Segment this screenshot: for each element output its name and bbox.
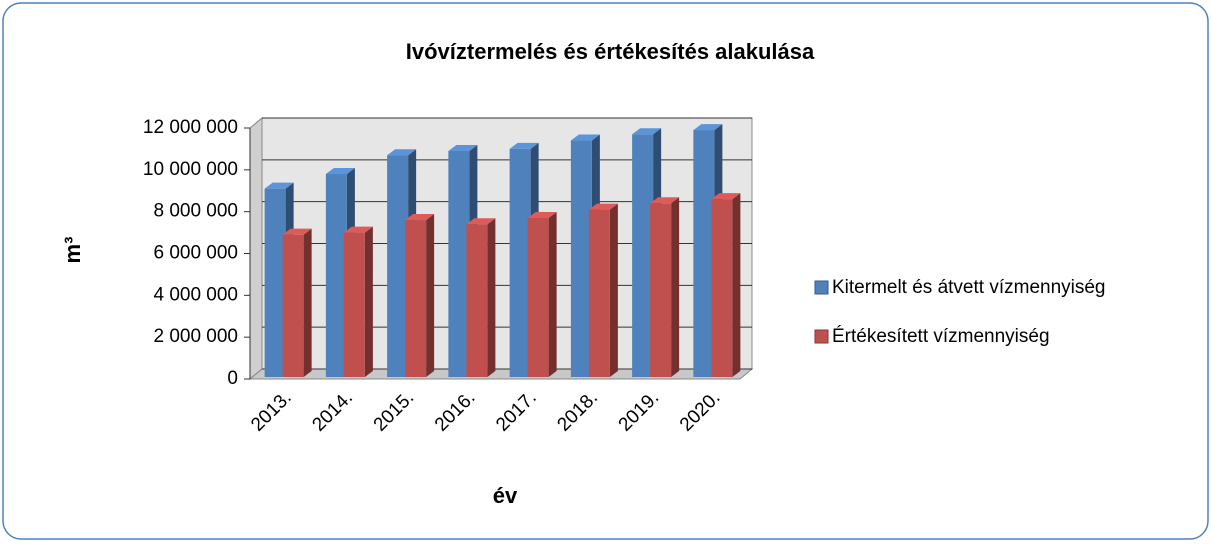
y-tick-label: 8 000 000 (153, 201, 238, 222)
bar-top (588, 203, 618, 210)
y-tick-label: 2 000 000 (153, 326, 238, 347)
bar (693, 130, 715, 377)
bar (343, 232, 365, 377)
bar-side (303, 228, 312, 377)
y-tick-label: 10 000 000 (143, 159, 238, 180)
bar-top (466, 218, 496, 225)
bar-top (711, 193, 741, 200)
legend-swatch (814, 329, 829, 344)
bar-side (364, 226, 373, 377)
side-wall (249, 116, 263, 381)
bar (466, 224, 488, 377)
bar-side (609, 203, 618, 377)
bar-top (405, 214, 435, 221)
bar (632, 134, 654, 377)
bar-top (387, 149, 417, 156)
bar-top (325, 168, 355, 175)
bar-top (264, 182, 294, 189)
bar (588, 209, 610, 377)
bar (325, 174, 347, 377)
bar-side (426, 214, 435, 377)
bar (405, 220, 427, 377)
x-axis-label: év (493, 483, 518, 508)
y-axis-label: m³ (60, 237, 85, 264)
bar-top (509, 142, 539, 149)
bar-side (671, 197, 680, 377)
bar-top (527, 211, 557, 218)
chart-title: Ivóvíztermelés és értékesítés alakulása (406, 39, 815, 64)
bar-top (570, 134, 600, 141)
legend-label: Kitermelt és átvett vízmennyiség (832, 277, 1106, 298)
bar-side (487, 218, 496, 377)
bar-top (343, 226, 373, 233)
bar-top (282, 228, 312, 235)
y-tick-label: 12 000 000 (143, 117, 238, 138)
bar (282, 234, 304, 377)
y-tick-label: 4 000 000 (153, 284, 238, 305)
y-tick-label: 6 000 000 (153, 243, 238, 264)
bar-side (732, 193, 741, 377)
bar-side (548, 211, 557, 377)
bar (264, 188, 286, 377)
bar-top (632, 128, 662, 135)
legend-swatch (814, 280, 829, 295)
bar-top (650, 197, 680, 204)
bar (570, 140, 592, 377)
y-tick-label: 0 (227, 368, 238, 389)
bar (711, 199, 733, 377)
legend-label: Értékesített vízmennyiség (832, 326, 1050, 347)
bar (509, 148, 531, 377)
bar (527, 217, 549, 377)
bar (448, 151, 470, 377)
bar-top (448, 145, 478, 152)
bar (650, 203, 672, 377)
bar (387, 155, 409, 377)
bar-top (693, 124, 723, 131)
